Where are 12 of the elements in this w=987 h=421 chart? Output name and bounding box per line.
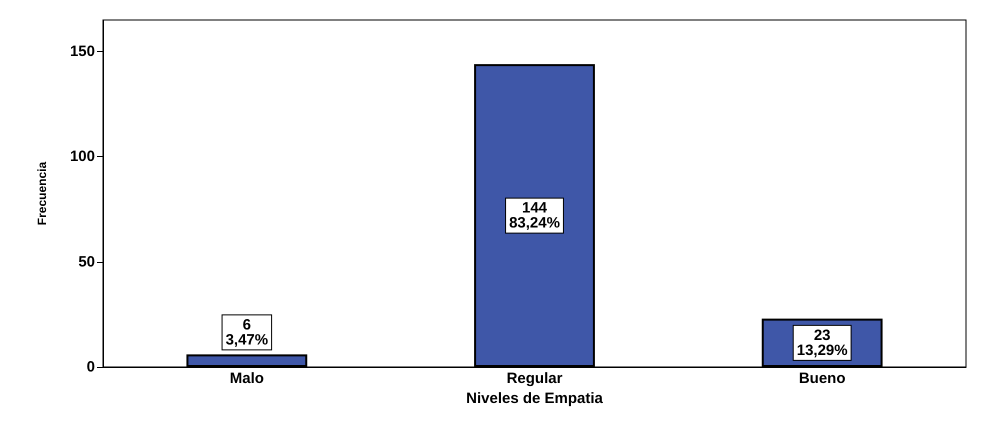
y-axis-title: Frecuencia [35, 162, 49, 226]
y-tick-label: 150 [70, 43, 95, 60]
data-label: 6 3,47% [226, 316, 268, 348]
y-tick-label: 0 [86, 358, 95, 376]
y-tick-label: 100 [70, 148, 95, 166]
data-label: 23 13,29% [796, 326, 848, 359]
y-tick-label: 50 [78, 253, 95, 270]
x-tick-label: Bueno [798, 370, 846, 387]
data-label: 144 83,24% [509, 200, 560, 232]
x-tick-label: Regular [506, 370, 563, 387]
x-tick-label: Malo [230, 370, 264, 387]
x-axis-title: Niveles de Empatia [466, 390, 604, 407]
